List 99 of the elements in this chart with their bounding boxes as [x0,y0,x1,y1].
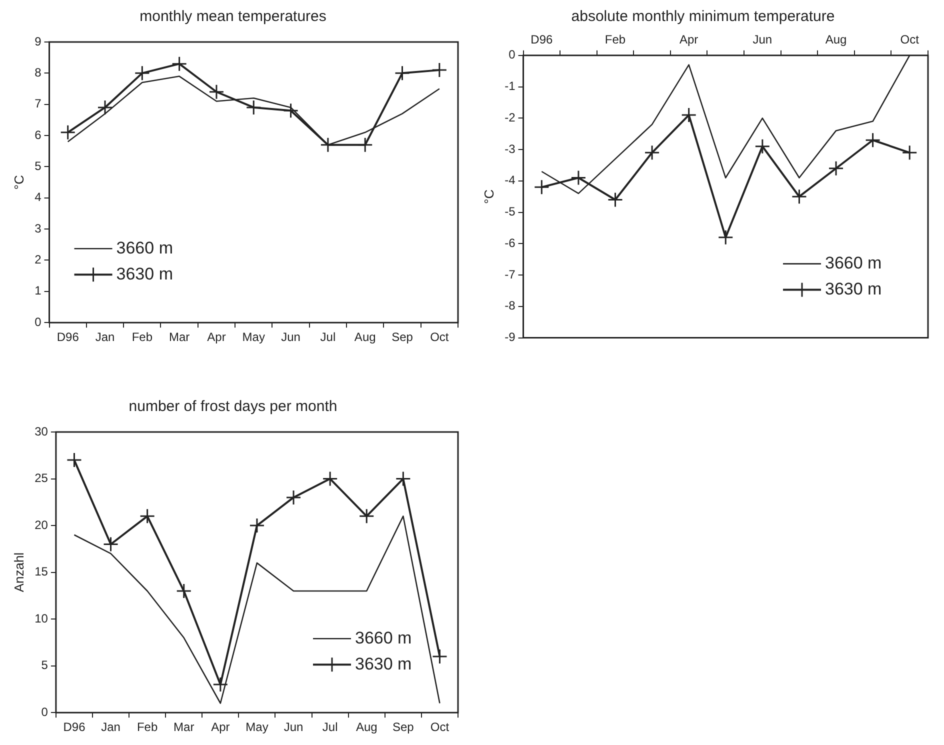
x-tick-label: Mar [168,330,190,344]
point [134,65,150,81]
x-tick-label: May [246,720,268,734]
y-tick-label: -3 [504,142,516,156]
x-tick-label: Sep [392,720,414,734]
point [791,188,807,204]
point [828,160,844,176]
y-tick-label: 2 [34,252,42,267]
y-tick-label: 3 [34,221,42,236]
chart-title: number of frost days per month [128,398,338,416]
point [322,471,338,487]
x-tick-label: Feb [604,32,626,47]
x-tick-label: Jun [281,330,300,344]
y-tick-label: -2 [504,110,516,124]
y-tick-label: 0 [508,48,516,62]
y-tick-label: -6 [504,236,516,250]
x-tick-label: Jun [752,32,772,47]
legend-label: 3660 m [116,238,173,258]
point [432,62,448,78]
y-tick-label: 9 [34,34,42,48]
x-tick-label: Jul [320,330,336,344]
point [681,107,697,123]
x-tick-label: Apr [207,330,226,344]
y-tick-label: 5 [41,658,48,672]
x-tick-label: Apr [211,720,230,734]
point [246,100,262,116]
y-tick-label: 10 [34,611,48,626]
legend-label: 3660 m [355,628,412,648]
x-tick-label: D96 [63,720,86,734]
point [358,508,374,524]
point [865,132,881,148]
y-tick-label: 0 [34,314,42,329]
x-tick-label: Jun [284,720,304,734]
y-tick-label: 5 [34,159,42,174]
point [902,144,918,160]
point [320,137,336,153]
y-tick-label: -7 [504,267,516,282]
x-tick-label: Oct [430,330,450,344]
x-tick-label: Sep [392,330,414,344]
x-tick-label: Oct [430,720,450,734]
x-tick-label: Oct [900,32,920,47]
y-tick-label: -8 [504,298,516,313]
point [286,490,302,506]
x-tick-label: Apr [680,32,698,47]
point [718,230,734,246]
y-tick-label: 0 [41,704,48,719]
point [357,137,373,153]
y-tick-label: -5 [504,204,516,219]
point [208,84,224,100]
point [534,179,550,195]
x-tick-label: May [242,330,265,344]
x-tick-label: D96 [56,330,80,344]
y-tick-label: 8 [34,65,42,80]
y-tick-label: 15 [34,564,48,579]
x-tick-label: Aug [354,330,376,344]
y-tick-label: 6 [34,128,42,142]
y-axis-title: Anzahl [11,552,26,592]
x-tick-label: Feb [136,720,158,734]
y-tick-label: 30 [34,424,48,438]
y-axis-title: °C [11,175,26,190]
legend-label: 3630 m [116,264,173,284]
point [66,452,82,468]
point [395,471,411,487]
y-tick-label: -1 [504,79,516,94]
point [176,583,192,599]
x-tick-label: Jan [95,330,115,344]
point [140,508,156,524]
x-tick-label: Jan [101,720,120,734]
y-axis-title: °C [481,189,496,204]
point [212,676,228,692]
y-tick-label: 25 [34,471,48,486]
y-tick-label: 1 [34,284,42,298]
point [172,56,188,72]
point [608,192,624,208]
x-tick-label: Feb [132,330,153,344]
legend-label: 3630 m [355,654,412,674]
point [97,100,113,116]
legend-label: 3660 m [825,253,882,272]
point [644,144,660,160]
chart-title: monthly mean temperatures [140,8,326,26]
x-tick-label: D96 [530,32,553,47]
legend-label: 3630 m [825,279,882,298]
y-tick-label: 7 [34,96,42,111]
y-tick-label: -4 [504,173,516,188]
y-tick-label: -9 [504,330,516,344]
chart-title: absolute monthly minimum temperature [571,8,835,26]
y-tick-label: 20 [34,518,48,532]
point [754,138,770,154]
point [394,65,410,81]
point [283,102,299,118]
point [570,170,586,186]
point [432,648,448,664]
point [249,518,265,534]
x-tick-label: Mar [174,720,194,734]
x-tick-label: Aug [825,32,847,47]
y-tick-label: 4 [34,190,42,204]
point [103,536,119,552]
x-tick-label: Aug [356,720,378,734]
x-tick-label: Jul [322,720,338,734]
